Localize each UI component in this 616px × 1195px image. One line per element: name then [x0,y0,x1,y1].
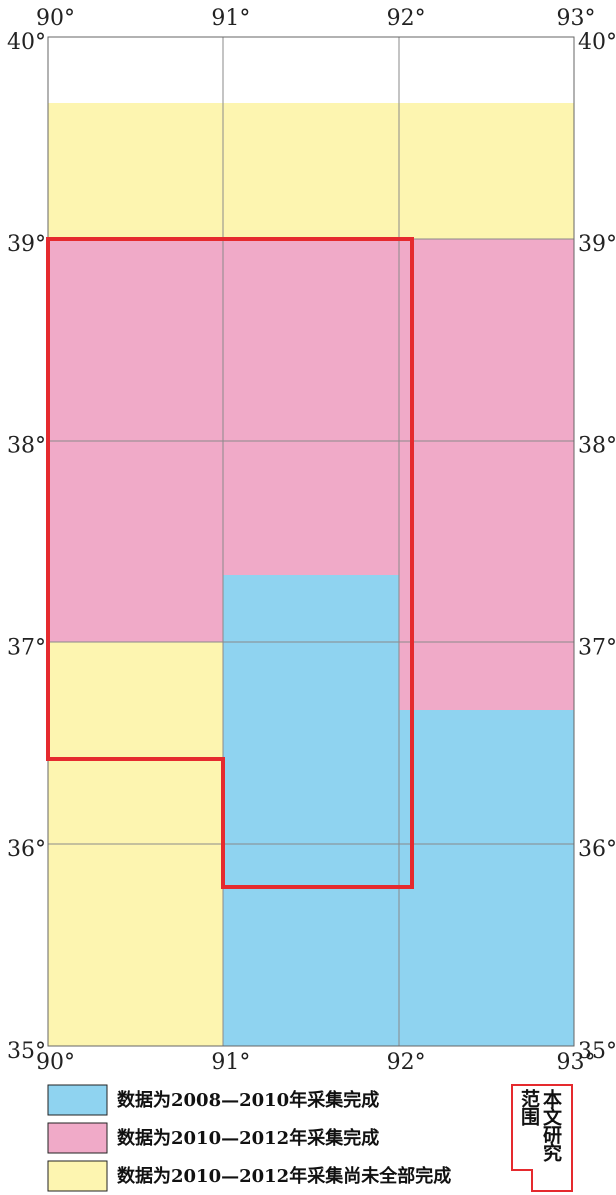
latitude-label: 35° [578,1039,616,1064]
legend-label: 数据为2008—2010年采集完成 [117,1089,379,1111]
longitude-label: 90° [36,6,75,31]
latitude-label: 36° [7,837,46,862]
legend-swatch [47,1084,108,1116]
longitude-label: 91° [211,6,250,31]
region-incomplete [48,103,574,239]
latitude-label: 37° [578,635,616,660]
legend-label: 数据为2010—2012年采集完成 [117,1127,379,1149]
longitude-label: 93° [557,6,596,31]
region-2010-2012 [223,239,399,575]
study-area-label: 范围 [518,1089,540,1125]
legend-swatch [47,1122,108,1154]
latitude-label: 38° [7,434,46,459]
latitude-label: 36° [578,837,616,862]
study-area-label: 本文研究 [540,1089,562,1161]
latitude-label: 38° [578,434,616,459]
region-2008-2010 [223,575,399,1046]
latitude-label: 40° [578,30,616,55]
region-2010-2012 [399,239,574,710]
region-2008-2010 [399,710,574,1046]
latitude-label: 35° [7,1039,46,1064]
latitude-label: 37° [7,635,46,660]
latitude-label: 39° [578,232,616,257]
latitude-label: 40° [7,30,46,55]
legend-label: 数据为2010—2012年采集尚未全部完成 [117,1165,451,1187]
study-area-outline [46,237,414,889]
longitude-label: 93° [557,1050,596,1075]
study-area-legend-outline [511,1084,573,1192]
longitude-label: 92° [387,1050,426,1075]
legend-swatch [47,1160,108,1192]
longitude-label: 92° [387,6,426,31]
latitude-label: 39° [7,232,46,257]
longitude-label: 90° [36,1050,75,1075]
longitude-label: 91° [211,1050,250,1075]
